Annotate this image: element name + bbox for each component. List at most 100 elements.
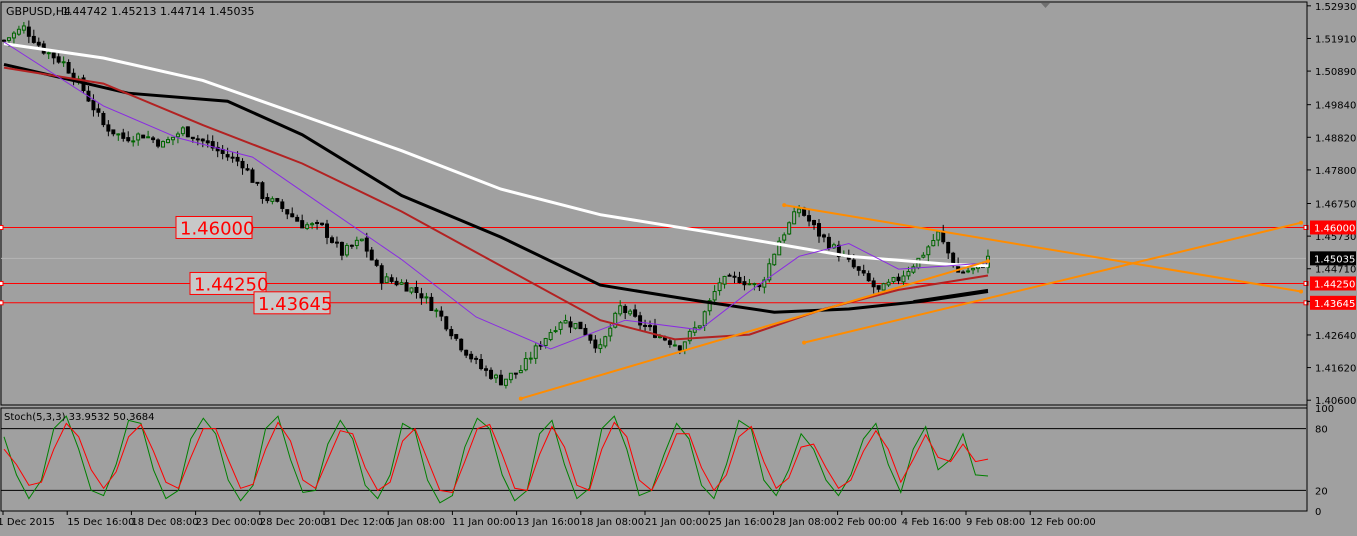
candle-body: [260, 182, 265, 200]
candle-body: [772, 253, 777, 266]
candle-body: [404, 282, 409, 292]
candle-body: [498, 374, 503, 386]
time-tick-label: 13 Jan 16:00: [517, 517, 580, 528]
candle-body: [409, 287, 414, 293]
candle-body: [727, 274, 732, 277]
candle-body: [325, 223, 330, 238]
candle-body: [598, 344, 603, 349]
level-handle-right[interactable]: [1303, 280, 1309, 286]
time-tick-label: 9 Feb 08:00: [966, 517, 1025, 528]
candle-body: [111, 129, 116, 135]
candle-body: [210, 141, 215, 149]
candle-body: [334, 241, 339, 244]
trendline-black[interactable]: [913, 288, 989, 303]
candle-body: [578, 321, 583, 330]
candle-body: [767, 263, 772, 281]
candle-body: [712, 291, 717, 301]
candle-body: [349, 244, 354, 247]
time-tick-label: 23 Dec 00:00: [196, 517, 263, 528]
candle-body: [737, 276, 742, 284]
trendline-orange[interactable]: [784, 204, 1302, 293]
stochastic-title: Stoch(5,3,3) 33.9532 50.3684: [4, 412, 155, 423]
candle-body: [936, 231, 941, 241]
price-tick-label: 1.48820: [1315, 133, 1356, 144]
level-handle-right[interactable]: [1303, 300, 1309, 306]
trendlines[interactable]: [518, 203, 1304, 401]
chart-shift-marker-icon[interactable]: [1041, 3, 1050, 8]
price-tick-label: 1.42640: [1315, 331, 1356, 342]
candle-body: [707, 300, 712, 312]
candle-body: [300, 220, 305, 229]
candle-body: [61, 61, 66, 64]
trendline-anchor[interactable]: [1299, 220, 1304, 225]
candle-body: [861, 270, 866, 274]
stochastic-axis-label: 20: [1315, 486, 1328, 497]
candle-body: [280, 201, 285, 209]
candle-body: [479, 359, 484, 370]
candle-body: [777, 240, 782, 256]
moving-average-white: [3, 42, 989, 268]
candle-body: [787, 222, 792, 235]
trendline-anchor[interactable]: [985, 259, 990, 264]
time-tick-label: 6 Jan 08:00: [388, 517, 445, 528]
trendline-orange[interactable]: [803, 221, 1302, 344]
level-handle-left[interactable]: [0, 224, 4, 230]
candle-body: [200, 138, 205, 142]
candle-body: [782, 234, 787, 241]
trendline-anchor[interactable]: [518, 396, 523, 401]
candle-body: [568, 321, 573, 328]
level-label-box[interactable]: [175, 215, 253, 239]
candle-body: [240, 160, 245, 169]
candle-body: [359, 238, 364, 242]
candle-body: [2, 39, 6, 42]
candle-body: [170, 136, 175, 141]
price-tick-label: 1.49840: [1315, 101, 1356, 112]
level-handle-right[interactable]: [1303, 224, 1309, 230]
moving-average-black: [3, 62, 989, 314]
candle-body: [205, 140, 210, 144]
level-handle-left[interactable]: [0, 300, 4, 306]
trendline-anchor[interactable]: [782, 203, 787, 208]
level-label-box[interactable]: [189, 271, 267, 295]
candle-body: [116, 133, 121, 136]
level-price-tag: [1310, 220, 1356, 235]
candle-body: [265, 196, 270, 202]
level-label-box[interactable]: [253, 291, 331, 315]
time-tick-label: 21 Jan 00:00: [645, 517, 708, 528]
candle-body: [151, 137, 156, 141]
candle-body: [523, 358, 528, 371]
candle-body: [414, 286, 419, 294]
candle-body: [121, 132, 126, 139]
candle-body: [697, 325, 702, 329]
candle-body: [235, 156, 240, 162]
level-price-tag: [1310, 276, 1356, 291]
candle-body: [434, 309, 439, 312]
candle-body: [891, 277, 896, 283]
candle-body: [856, 266, 861, 271]
candle-body: [354, 239, 359, 247]
level-price-tag: [1310, 295, 1356, 310]
time-tick-label: 15 Dec 16:00: [67, 517, 134, 528]
candle-body: [424, 296, 429, 299]
candle-body: [518, 370, 523, 374]
candle-body: [374, 259, 379, 266]
candle-body: [195, 138, 200, 141]
level-handle-left[interactable]: [0, 280, 4, 286]
candle-body: [628, 310, 633, 315]
candle-body: [245, 168, 250, 171]
trendline-anchor[interactable]: [802, 340, 807, 345]
candle-body: [692, 327, 697, 333]
trendline-anchor[interactable]: [1299, 289, 1304, 294]
price-tick-label: 1.51910: [1315, 34, 1356, 45]
level-label: 1.43645: [258, 294, 332, 315]
candle-body: [653, 325, 657, 338]
candle-body: [623, 305, 628, 314]
trendline-orange[interactable]: [520, 260, 989, 400]
current-price-tag-text: 1.45035: [1314, 254, 1355, 265]
candle-body: [6, 37, 11, 41]
price-tick-label: 1.40600: [1315, 396, 1356, 407]
